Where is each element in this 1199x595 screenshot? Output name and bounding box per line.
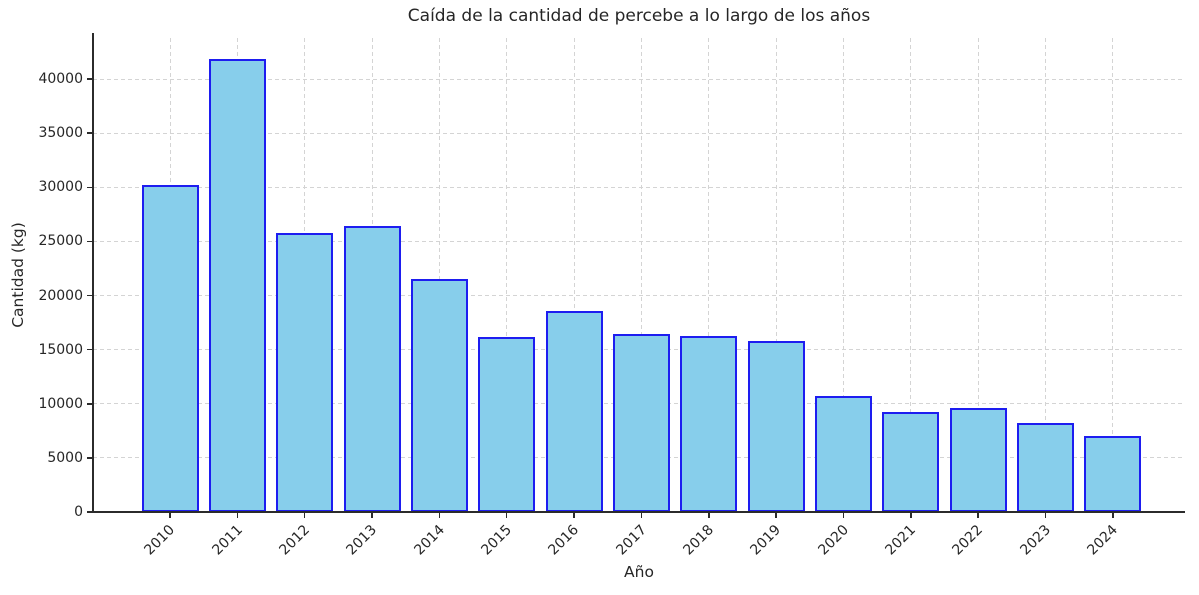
x-tick-label: 2019	[747, 522, 785, 559]
x-gridline	[640, 38, 642, 512]
x-tick-label: 2016	[545, 522, 583, 559]
y-gridline	[93, 295, 1185, 297]
y-tick-mark	[87, 402, 93, 405]
x-tick-mark	[842, 512, 845, 518]
y-gridline	[93, 78, 1185, 80]
x-tick-mark	[505, 512, 508, 518]
x-gridline	[708, 38, 710, 512]
x-gridline	[842, 38, 844, 512]
bar-2019	[747, 340, 805, 512]
x-tick-label: 2012	[276, 522, 314, 559]
x-tick-mark	[977, 512, 979, 518]
x-gridline	[977, 38, 979, 512]
x-tick-mark	[1044, 512, 1047, 518]
y-tick-label: 5000	[47, 449, 83, 466]
x-tick-label: 2015	[478, 522, 516, 559]
x-tick-label: 2010	[141, 522, 179, 559]
bar-2015	[478, 336, 536, 512]
x-tick-label: 2014	[411, 522, 448, 559]
y-tick-mark	[87, 457, 93, 459]
x-tick-mark	[640, 512, 643, 518]
x-gridline	[438, 38, 440, 512]
bar-2014	[410, 278, 468, 512]
x-tick-label: 2011	[209, 522, 246, 559]
y-tick-mark	[87, 294, 93, 297]
y-tick-label: 0	[74, 504, 83, 520]
y-tick-mark	[87, 132, 93, 135]
x-gridline	[573, 38, 575, 512]
y-gridline	[93, 132, 1185, 134]
bar-2010	[141, 184, 199, 512]
x-tick-mark	[438, 512, 441, 518]
x-tick-label: 2022	[949, 522, 987, 559]
y-gridline	[93, 186, 1185, 188]
bar-2021	[882, 411, 940, 512]
x-tick-label: 2023	[1017, 522, 1054, 559]
y-tick-mark	[87, 78, 93, 80]
x-tick-mark	[1111, 512, 1114, 518]
bar-2022	[949, 408, 1007, 512]
x-gridline	[910, 38, 912, 512]
x-gridline	[775, 38, 777, 512]
bar-2020	[814, 395, 872, 512]
y-tick-mark	[87, 348, 93, 351]
bar-2016	[545, 310, 603, 512]
plot-area: 0 5000 10000 15000 20000 25000 30000 35000 40000…	[38, 33, 1185, 559]
chart-title: Caída de la cantidad de percebe a lo lar…	[407, 6, 871, 26]
y-tick-label: 10000	[38, 395, 83, 412]
y-tick-mark	[87, 511, 93, 513]
x-tick-mark	[775, 512, 777, 518]
y-tick-mark	[87, 240, 93, 243]
x-gridline	[506, 38, 508, 512]
y-tick-label: 15000	[38, 341, 83, 358]
bar-2018	[680, 335, 738, 512]
bar-2024	[1084, 436, 1142, 512]
y-gridline	[93, 240, 1185, 242]
x-tick-label: 2024	[1084, 522, 1122, 559]
x-tick-label: 2013	[343, 522, 381, 559]
x-tick-mark	[169, 512, 171, 518]
bar-2017	[612, 333, 670, 512]
y-tick-label: 25000	[38, 233, 83, 250]
x-tick-label: 2018	[680, 522, 718, 559]
bar-2013	[343, 225, 401, 512]
y-tick-label: 30000	[38, 179, 83, 196]
bar-2012	[276, 233, 334, 512]
y-tick-label: 20000	[38, 287, 83, 304]
x-axis-label: Año	[624, 563, 654, 581]
x-tick-mark	[303, 512, 306, 518]
x-gridline	[1112, 38, 1114, 512]
x-tick-mark	[909, 512, 912, 518]
x-tick-mark	[573, 512, 575, 518]
y-tick-label: 40000	[38, 71, 83, 88]
x-tick-label: 2020	[815, 522, 852, 559]
y-axis-spine	[92, 33, 94, 512]
x-tick-mark	[371, 512, 373, 518]
x-axis-spine	[92, 511, 1185, 513]
bar-2023	[1016, 422, 1074, 512]
x-tick-mark	[707, 512, 710, 518]
x-tick-mark	[236, 512, 239, 518]
x-tick-label: 2017	[613, 522, 650, 559]
bar-2011	[208, 59, 266, 512]
x-gridline	[1044, 38, 1046, 512]
x-tick-label: 2021	[882, 522, 920, 559]
y-tick-mark	[87, 186, 93, 189]
y-tick-label: 35000	[38, 125, 83, 142]
